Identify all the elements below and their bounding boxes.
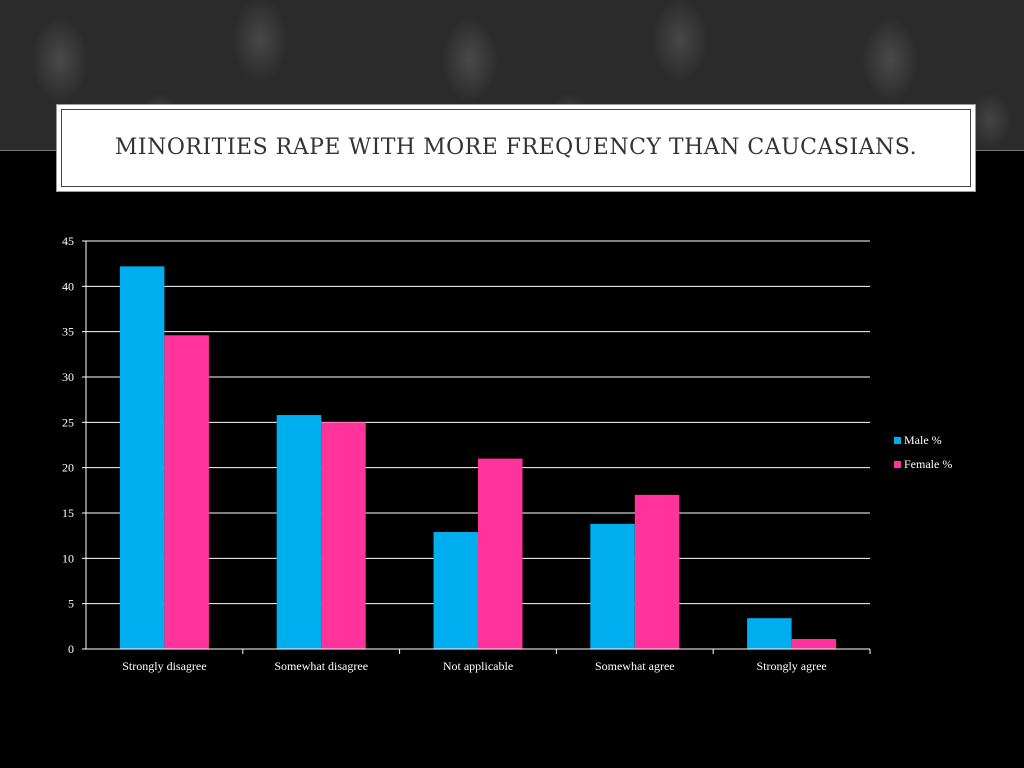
y-tick-label: 5: [68, 597, 74, 611]
y-tick-label: 15: [62, 506, 74, 520]
bar-female: [478, 458, 523, 649]
bars: [119, 266, 837, 649]
legend-swatch: [894, 437, 901, 444]
y-tick-label: 45: [62, 234, 74, 248]
y-tick-label: 30: [62, 370, 74, 384]
bar-male: [747, 618, 792, 649]
x-tick-label: Somewhat disagree: [274, 659, 368, 673]
y-axis-ticks: 0 5 10 15 20 25 30 35 40 45: [62, 234, 74, 656]
y-tick-label: 0: [68, 642, 74, 656]
bar-female: [791, 639, 837, 649]
y-tick-label: 40: [62, 279, 74, 293]
bar-male: [590, 523, 635, 649]
y-tick-label: 35: [62, 325, 74, 339]
y-tick-label: 20: [62, 461, 74, 475]
bar-female: [321, 422, 366, 649]
x-axis-ticks: Strongly disagree Somewhat disagree Not ap…: [122, 659, 827, 673]
bar-female: [164, 335, 209, 649]
legend: Male % Female %: [894, 433, 952, 471]
axes: [82, 240, 871, 654]
x-tick-label: Strongly agree: [756, 659, 826, 673]
title-box: Minorities rape with more frequency than…: [56, 104, 976, 192]
bar-female: [634, 494, 680, 649]
bar-male: [119, 266, 165, 649]
x-tick-label: Somewhat agree: [595, 659, 675, 673]
y-tick-label: 25: [62, 415, 74, 429]
bar-male: [433, 532, 478, 649]
y-tick-label: 10: [62, 551, 74, 565]
bar-male: [276, 415, 322, 649]
legend-label: Male %: [904, 433, 942, 447]
legend-swatch: [894, 461, 901, 468]
x-tick-label: Not applicable: [443, 659, 513, 673]
legend-label: Female %: [904, 457, 952, 471]
x-tick-label: Strongly disagree: [122, 659, 206, 673]
